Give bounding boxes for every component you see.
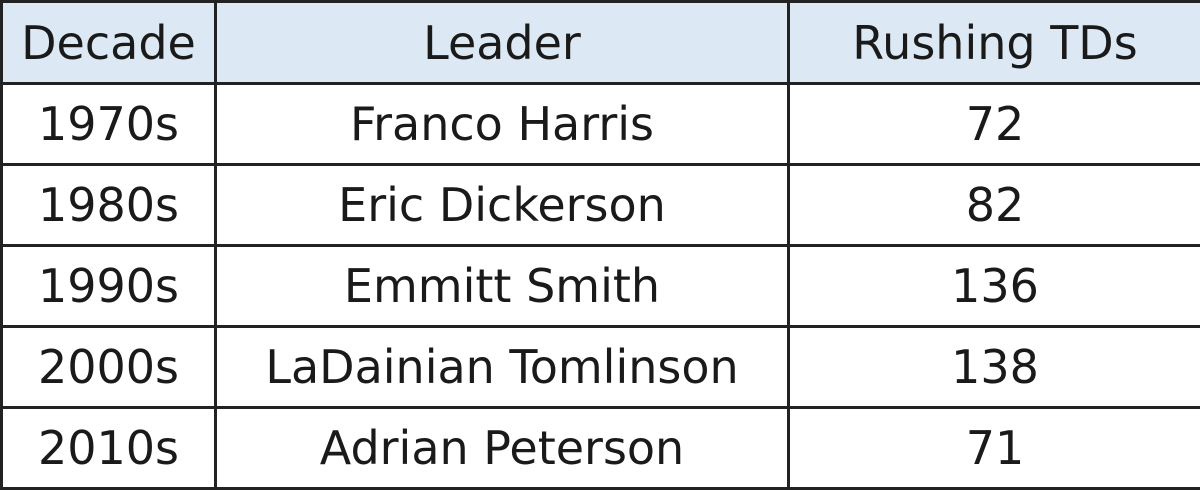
table-row: 1980s Eric Dickerson 82	[2, 165, 1200, 246]
leader-cell: Adrian Peterson	[216, 408, 789, 489]
leader-cell: LaDainian Tomlinson	[216, 327, 789, 408]
tds-cell: 82	[789, 165, 1200, 246]
decade-cell: 1980s	[2, 165, 216, 246]
decade-cell: 1990s	[2, 246, 216, 327]
tds-cell: 138	[789, 327, 1200, 408]
tds-cell: 136	[789, 246, 1200, 327]
table-row: 2010s Adrian Peterson 71	[2, 408, 1200, 489]
leader-cell: Eric Dickerson	[216, 165, 789, 246]
table-row: 1970s Franco Harris 72	[2, 84, 1200, 165]
tds-cell: 72	[789, 84, 1200, 165]
decade-cell: 2010s	[2, 408, 216, 489]
header-decade: Decade	[2, 2, 216, 84]
decade-cell: 1970s	[2, 84, 216, 165]
table-row: 2000s LaDainian Tomlinson 138	[2, 327, 1200, 408]
header-rushing-tds: Rushing TDs	[789, 2, 1200, 84]
tds-cell: 71	[789, 408, 1200, 489]
header-row: Decade Leader Rushing TDs	[2, 2, 1200, 84]
decade-cell: 2000s	[2, 327, 216, 408]
leader-cell: Emmitt Smith	[216, 246, 789, 327]
table-row: 1990s Emmitt Smith 136	[2, 246, 1200, 327]
header-leader: Leader	[216, 2, 789, 84]
leader-cell: Franco Harris	[216, 84, 789, 165]
